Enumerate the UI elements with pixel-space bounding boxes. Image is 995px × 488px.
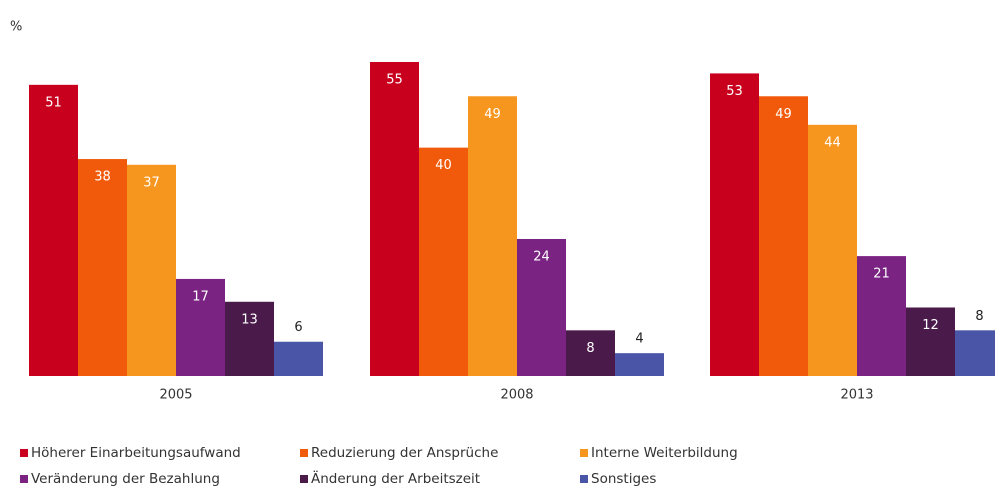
data-label: 8 bbox=[586, 341, 594, 356]
bar bbox=[78, 159, 127, 376]
legend-label: Änderung der Arbeitszeit bbox=[311, 469, 480, 487]
bar bbox=[955, 330, 995, 376]
data-label: 4 bbox=[635, 332, 643, 347]
data-label: 49 bbox=[775, 107, 792, 122]
bar bbox=[225, 301, 274, 376]
bar bbox=[759, 96, 808, 376]
data-label: 12 bbox=[922, 318, 939, 333]
x-tick-label: 2013 bbox=[840, 388, 873, 403]
data-label: 24 bbox=[533, 249, 550, 264]
bar bbox=[808, 124, 857, 376]
bar bbox=[906, 307, 955, 376]
legend-label: Reduzierung der Ansprüche bbox=[311, 445, 498, 461]
legend-label: Veränderung der Bezahlung bbox=[31, 471, 220, 487]
legend-swatch bbox=[580, 449, 588, 457]
legend-swatch bbox=[580, 475, 588, 483]
legend-swatch bbox=[300, 449, 308, 457]
legend-swatch bbox=[300, 475, 308, 483]
bar bbox=[274, 341, 323, 376]
data-label: 51 bbox=[45, 95, 62, 110]
legend-label: Sonstiges bbox=[591, 471, 656, 487]
x-tick-label: 2005 bbox=[159, 388, 192, 403]
data-label: 38 bbox=[94, 170, 111, 185]
bar bbox=[176, 278, 225, 376]
bar bbox=[370, 62, 419, 376]
legend-swatch bbox=[20, 475, 28, 483]
x-tick-label: 2008 bbox=[500, 388, 533, 403]
data-label: 13 bbox=[241, 312, 258, 327]
data-label: 37 bbox=[143, 175, 160, 190]
data-label: 49 bbox=[484, 107, 501, 122]
bar bbox=[468, 96, 517, 376]
data-label: 21 bbox=[873, 267, 890, 282]
bar bbox=[517, 238, 566, 376]
bar bbox=[857, 256, 906, 376]
legend-label: Interne Weiterbildung bbox=[591, 445, 738, 461]
bar bbox=[127, 164, 176, 376]
legend: Höherer Einarbeitungsaufwand Reduzierung … bbox=[20, 445, 738, 487]
data-label: 8 bbox=[975, 309, 983, 324]
data-label: 17 bbox=[192, 289, 209, 304]
data-label: 40 bbox=[435, 158, 452, 173]
bar bbox=[566, 330, 615, 376]
data-label: 44 bbox=[824, 135, 841, 150]
legend-swatch bbox=[20, 449, 28, 457]
bar bbox=[615, 353, 664, 376]
bar bbox=[419, 147, 468, 376]
legend-label: Höherer Einarbeitungsaufwand bbox=[31, 445, 241, 461]
bar bbox=[710, 73, 759, 376]
data-label: 55 bbox=[386, 73, 403, 88]
y-unit: % bbox=[10, 20, 22, 35]
data-label: 53 bbox=[726, 84, 743, 99]
bar bbox=[29, 84, 78, 376]
data-label: 6 bbox=[294, 320, 302, 335]
